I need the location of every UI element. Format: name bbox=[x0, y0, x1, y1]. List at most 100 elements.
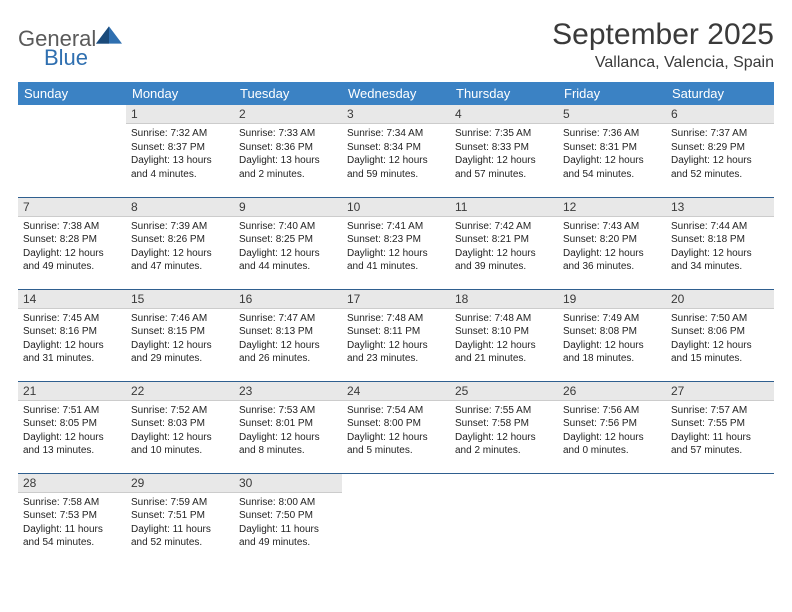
daylight-line: Daylight: 12 hours and 49 minutes. bbox=[23, 247, 121, 274]
calendar-cell: 22Sunrise: 7:52 AMSunset: 8:03 PMDayligh… bbox=[126, 381, 234, 473]
calendar-cell: 24Sunrise: 7:54 AMSunset: 8:00 PMDayligh… bbox=[342, 381, 450, 473]
sunrise-line: Sunrise: 7:51 AM bbox=[23, 404, 121, 418]
daylight-line: Daylight: 11 hours and 57 minutes. bbox=[671, 431, 769, 458]
day-content: Sunrise: 7:39 AMSunset: 8:26 PMDaylight:… bbox=[126, 217, 234, 280]
calendar-cell: 7Sunrise: 7:38 AMSunset: 8:28 PMDaylight… bbox=[18, 197, 126, 289]
sunset-line: Sunset: 8:33 PM bbox=[455, 141, 553, 155]
calendar-cell: 29Sunrise: 7:59 AMSunset: 7:51 PMDayligh… bbox=[126, 473, 234, 565]
calendar-cell: 4 Sunrise: 7:35 AMSunset: 8:33 PMDaylight… bbox=[450, 105, 558, 197]
day-content: Sunrise: 7:45 AMSunset: 8:16 PMDaylight:… bbox=[18, 309, 126, 372]
day-number: 28 bbox=[18, 474, 126, 493]
calendar-cell: 14Sunrise: 7:45 AMSunset: 8:16 PMDayligh… bbox=[18, 289, 126, 381]
day-number: 26 bbox=[558, 382, 666, 401]
daylight-line: Daylight: 12 hours and 2 minutes. bbox=[455, 431, 553, 458]
day-number: 29 bbox=[126, 474, 234, 493]
day-content: Sunrise: 8:00 AMSunset: 7:50 PMDaylight:… bbox=[234, 493, 342, 556]
day-number: 30 bbox=[234, 474, 342, 493]
day-content: Sunrise: 7:58 AMSunset: 7:53 PMDaylight:… bbox=[18, 493, 126, 556]
sunrise-line: Sunrise: 7:52 AM bbox=[131, 404, 229, 418]
day-number: 7 bbox=[18, 198, 126, 217]
sunrise-line: Sunrise: 7:47 AM bbox=[239, 312, 337, 326]
logo-text: General Blue bbox=[18, 24, 122, 69]
sunset-line: Sunset: 8:03 PM bbox=[131, 417, 229, 431]
daylight-line: Daylight: 12 hours and 18 minutes. bbox=[563, 339, 661, 366]
calendar-cell: 10Sunrise: 7:41 AMSunset: 8:23 PMDayligh… bbox=[342, 197, 450, 289]
daylight-line: Daylight: 12 hours and 57 minutes. bbox=[455, 154, 553, 181]
calendar-body: 1Sunrise: 7:32 AMSunset: 8:37 PMDaylight… bbox=[18, 105, 774, 565]
sunrise-line: Sunrise: 7:36 AM bbox=[563, 127, 661, 141]
calendar-cell: 18Sunrise: 7:48 AMSunset: 8:10 PMDayligh… bbox=[450, 289, 558, 381]
sunset-line: Sunset: 8:00 PM bbox=[347, 417, 445, 431]
calendar-cell: 16Sunrise: 7:47 AMSunset: 8:13 PMDayligh… bbox=[234, 289, 342, 381]
sunrise-line: Sunrise: 7:37 AM bbox=[671, 127, 769, 141]
calendar-week-row: 7Sunrise: 7:38 AMSunset: 8:28 PMDaylight… bbox=[18, 197, 774, 289]
day-number: 18 bbox=[450, 290, 558, 309]
calendar-cell: 9Sunrise: 7:40 AMSunset: 8:25 PMDaylight… bbox=[234, 197, 342, 289]
day-number: 11 bbox=[450, 198, 558, 217]
sunrise-line: Sunrise: 7:42 AM bbox=[455, 220, 553, 234]
sunset-line: Sunset: 8:01 PM bbox=[239, 417, 337, 431]
sunset-line: Sunset: 7:56 PM bbox=[563, 417, 661, 431]
sunset-line: Sunset: 8:13 PM bbox=[239, 325, 337, 339]
day-content: Sunrise: 7:53 AMSunset: 8:01 PMDaylight:… bbox=[234, 401, 342, 464]
sunset-line: Sunset: 8:29 PM bbox=[671, 141, 769, 155]
calendar-cell: 2Sunrise: 7:33 AMSunset: 8:36 PMDaylight… bbox=[234, 105, 342, 197]
day-number: 8 bbox=[126, 198, 234, 217]
sunset-line: Sunset: 8:18 PM bbox=[671, 233, 769, 247]
sunset-line: Sunset: 8:36 PM bbox=[239, 141, 337, 155]
day-content: Sunrise: 7:56 AMSunset: 7:56 PMDaylight:… bbox=[558, 401, 666, 464]
calendar-cell: 27 Sunrise: 7:57 AMSunset: 7:55 PMDayligh… bbox=[666, 381, 774, 473]
sunset-line: Sunset: 7:53 PM bbox=[23, 509, 121, 523]
daylight-line: Daylight: 12 hours and 39 minutes. bbox=[455, 247, 553, 274]
daylight-line: Daylight: 12 hours and 23 minutes. bbox=[347, 339, 445, 366]
day-content: Sunrise: 7:43 AMSunset: 8:20 PMDaylight:… bbox=[558, 217, 666, 280]
calendar-cell: 28Sunrise: 7:58 AMSunset: 7:53 PMDayligh… bbox=[18, 473, 126, 565]
sunset-line: Sunset: 7:51 PM bbox=[131, 509, 229, 523]
sunrise-line: Sunrise: 7:33 AM bbox=[239, 127, 337, 141]
daylight-line: Daylight: 12 hours and 31 minutes. bbox=[23, 339, 121, 366]
sunrise-line: Sunrise: 8:00 AM bbox=[239, 496, 337, 510]
sunrise-line: Sunrise: 7:35 AM bbox=[455, 127, 553, 141]
day-content: Sunrise: 7:42 AMSunset: 8:21 PMDaylight:… bbox=[450, 217, 558, 280]
daylight-line: Daylight: 12 hours and 5 minutes. bbox=[347, 431, 445, 458]
sunrise-line: Sunrise: 7:57 AM bbox=[671, 404, 769, 418]
day-content: Sunrise: 7:48 AMSunset: 8:11 PMDaylight:… bbox=[342, 309, 450, 372]
day-content: Sunrise: 7:50 AMSunset: 8:06 PMDaylight:… bbox=[666, 309, 774, 372]
sunset-line: Sunset: 7:50 PM bbox=[239, 509, 337, 523]
day-content: Sunrise: 7:48 AMSunset: 8:10 PMDaylight:… bbox=[450, 309, 558, 372]
month-title: September 2025 bbox=[552, 18, 774, 52]
daylight-line: Daylight: 12 hours and 54 minutes. bbox=[563, 154, 661, 181]
sunset-line: Sunset: 8:16 PM bbox=[23, 325, 121, 339]
daylight-line: Daylight: 12 hours and 41 minutes. bbox=[347, 247, 445, 274]
day-number: 5 bbox=[558, 105, 666, 124]
day-header: Monday bbox=[126, 82, 234, 105]
sunset-line: Sunset: 8:28 PM bbox=[23, 233, 121, 247]
sunset-line: Sunset: 8:37 PM bbox=[131, 141, 229, 155]
sunset-line: Sunset: 8:31 PM bbox=[563, 141, 661, 155]
daylight-line: Daylight: 12 hours and 52 minutes. bbox=[671, 154, 769, 181]
day-header: Saturday bbox=[666, 82, 774, 105]
daylight-line: Daylight: 11 hours and 49 minutes. bbox=[239, 523, 337, 550]
sunset-line: Sunset: 8:06 PM bbox=[671, 325, 769, 339]
sunrise-line: Sunrise: 7:53 AM bbox=[239, 404, 337, 418]
day-content: Sunrise: 7:59 AMSunset: 7:51 PMDaylight:… bbox=[126, 493, 234, 556]
day-content: Sunrise: 7:40 AMSunset: 8:25 PMDaylight:… bbox=[234, 217, 342, 280]
sunrise-line: Sunrise: 7:41 AM bbox=[347, 220, 445, 234]
day-number: 10 bbox=[342, 198, 450, 217]
sunset-line: Sunset: 8:05 PM bbox=[23, 417, 121, 431]
sunset-line: Sunset: 8:34 PM bbox=[347, 141, 445, 155]
daylight-line: Daylight: 12 hours and 10 minutes. bbox=[131, 431, 229, 458]
daylight-line: Daylight: 12 hours and 44 minutes. bbox=[239, 247, 337, 274]
calendar-cell: 15Sunrise: 7:46 AMSunset: 8:15 PMDayligh… bbox=[126, 289, 234, 381]
daylight-line: Daylight: 12 hours and 8 minutes. bbox=[239, 431, 337, 458]
day-number: 9 bbox=[234, 198, 342, 217]
sunset-line: Sunset: 7:55 PM bbox=[671, 417, 769, 431]
sunrise-line: Sunrise: 7:58 AM bbox=[23, 496, 121, 510]
sunset-line: Sunset: 8:11 PM bbox=[347, 325, 445, 339]
day-number: 27 bbox=[666, 382, 774, 401]
day-number: 4 bbox=[450, 105, 558, 124]
sunrise-line: Sunrise: 7:45 AM bbox=[23, 312, 121, 326]
sunrise-line: Sunrise: 7:54 AM bbox=[347, 404, 445, 418]
sunrise-line: Sunrise: 7:46 AM bbox=[131, 312, 229, 326]
day-content: Sunrise: 7:52 AMSunset: 8:03 PMDaylight:… bbox=[126, 401, 234, 464]
